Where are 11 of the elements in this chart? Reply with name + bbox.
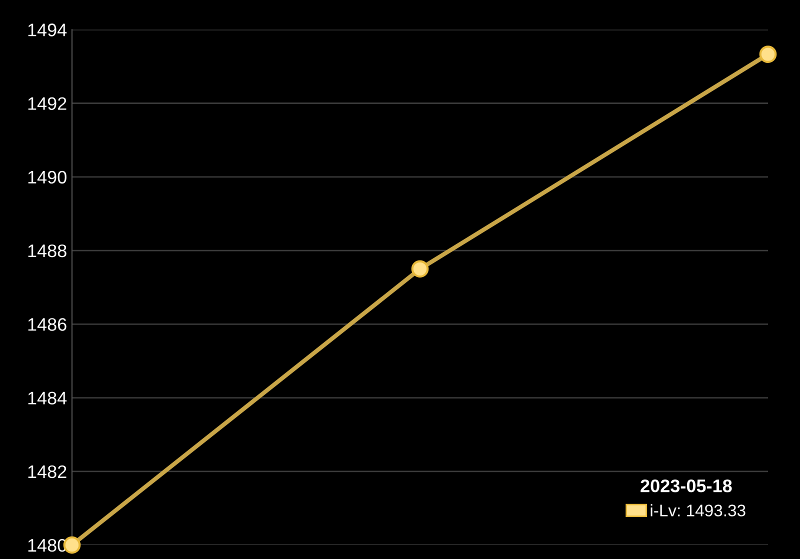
legend-title: 2023-05-18	[640, 479, 732, 492]
y-tick-label: 1486	[28, 318, 66, 331]
legend-label: i-Lv: 1493.33	[650, 504, 746, 516]
point	[411, 260, 429, 278]
y-tick-label: 1494	[28, 24, 67, 36]
y-tick-label: 1484	[28, 392, 67, 404]
y-tick-label: 1482	[28, 465, 66, 478]
y-tick-label: 1492	[28, 97, 66, 110]
point	[759, 46, 777, 63]
y-tick-label: 1488	[28, 244, 66, 258]
y-tick-label: 1490	[28, 170, 66, 184]
